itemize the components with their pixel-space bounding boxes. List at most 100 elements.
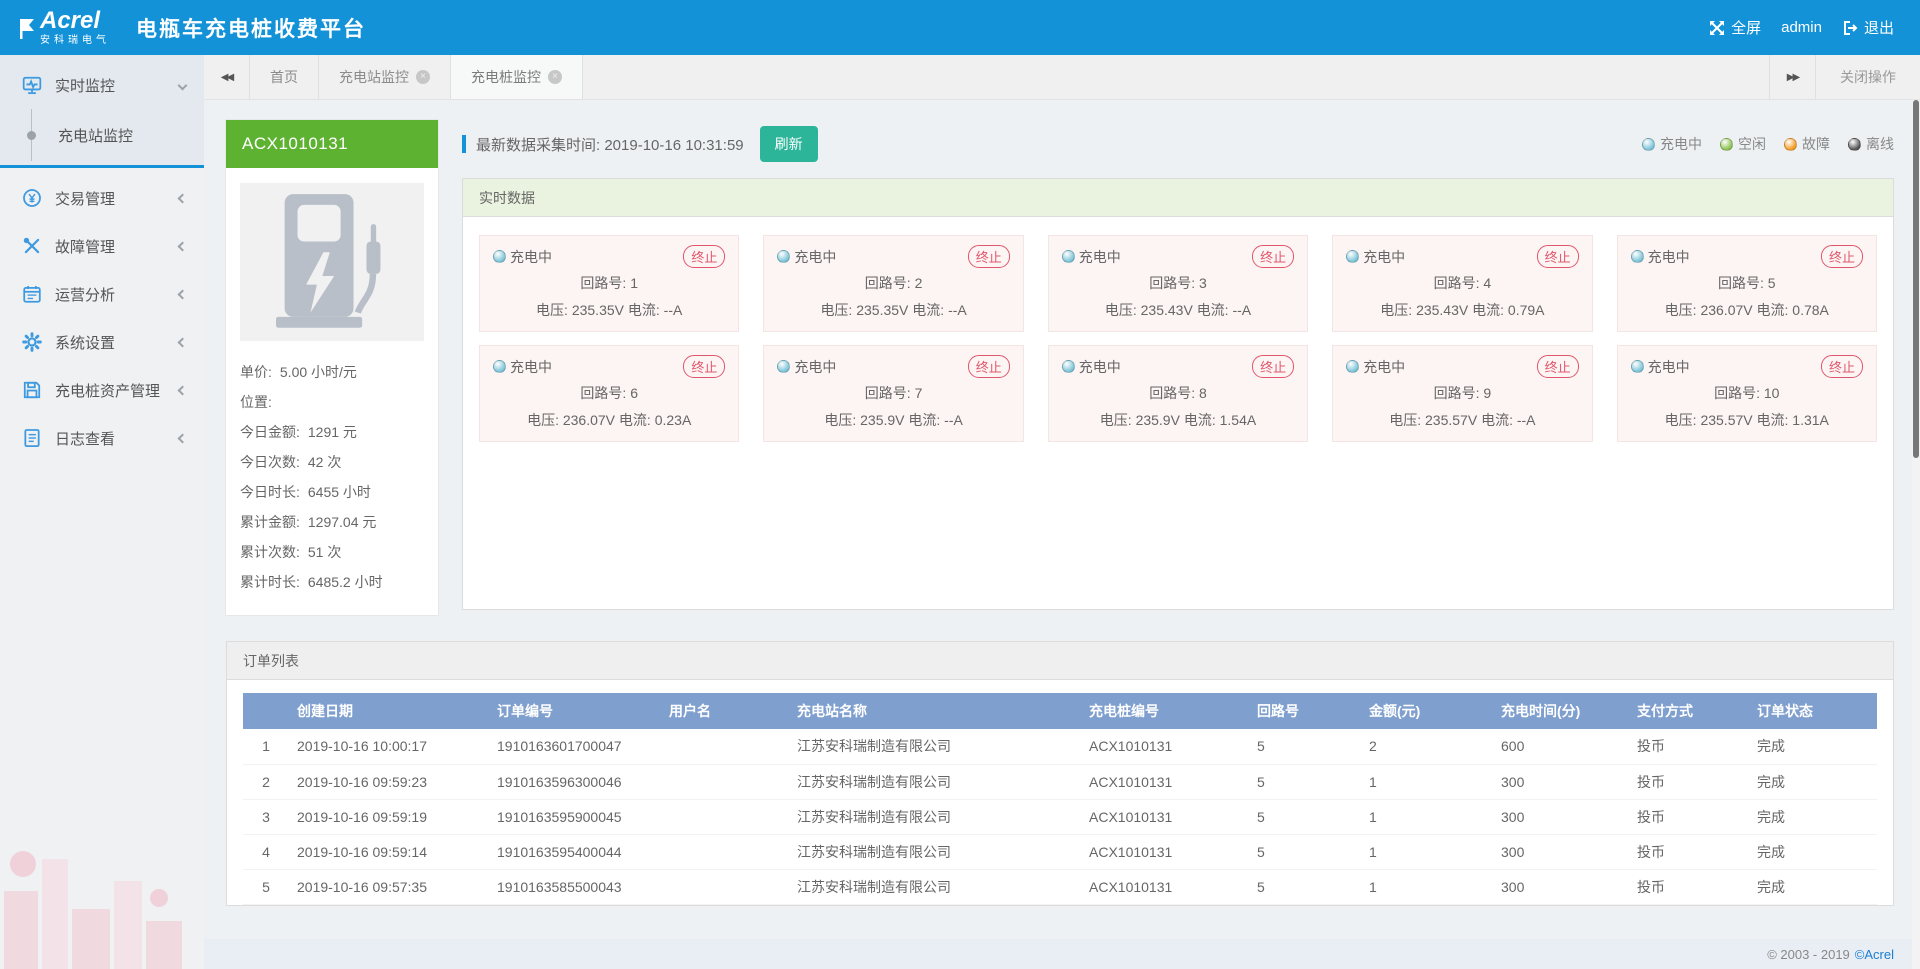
- tab-close-icon[interactable]: ×: [548, 70, 562, 84]
- legend-label: 空闲: [1738, 134, 1766, 154]
- cell-charge-minutes: 300: [1493, 834, 1629, 869]
- realtime-data-panel: 实时数据 充电中 终止 回路号: 1 电压: 235.35V 电流: --A 充…: [462, 178, 1894, 610]
- current-value: 0.78A: [1792, 302, 1829, 318]
- station-stat-row: 今日金额: 1291 元: [240, 417, 424, 447]
- voltage-value: 235.57V: [1700, 412, 1752, 428]
- logout-button[interactable]: 退出: [1842, 17, 1894, 38]
- circuit-status-label: 充电中: [794, 247, 836, 267]
- circuit-card: 充电中 终止 回路号: 3 电压: 235.43V 电流: --A: [1048, 235, 1308, 332]
- col-order-status: 订单状态: [1749, 693, 1877, 729]
- current-value: --A: [1517, 412, 1536, 428]
- tabs-scroll-right-button[interactable]: ▶▶: [1769, 55, 1815, 99]
- voltage-value: 235.43V: [1416, 302, 1468, 318]
- collect-time-value: 2019-10-16 10:31:59: [604, 137, 743, 154]
- current-value: --A: [948, 302, 967, 318]
- cell-order-status: 完成: [1749, 834, 1877, 869]
- station-stat-row: 累计金额: 1297.04 元: [240, 507, 424, 537]
- legend-item: 充电中: [1642, 134, 1702, 154]
- current-label: 电流:: [1757, 302, 1789, 318]
- cell-order-status: 完成: [1749, 764, 1877, 799]
- cell-created: 2019-10-16 09:59:14: [289, 834, 489, 869]
- stat-label: 单价:: [240, 357, 272, 387]
- voltage-label: 电压:: [1389, 412, 1421, 428]
- brand-link[interactable]: ©Acrel: [1855, 947, 1894, 962]
- tab-label: 充电桩监控: [471, 67, 541, 87]
- col-charge-minutes: 充电时间(分): [1493, 693, 1629, 729]
- cell-order-no: 1910163595900045: [489, 799, 661, 834]
- voltage-value: 236.07V: [1700, 302, 1752, 318]
- cell-index: 1: [243, 729, 289, 764]
- circuit-no-value: 1: [630, 275, 638, 291]
- terminate-button[interactable]: 终止: [1821, 355, 1863, 378]
- stat-value: 1291 元: [308, 417, 357, 447]
- sidebar: 实时监控 充电站监控 交易管理: [0, 55, 204, 969]
- tabs-scroll-left-button[interactable]: ◀◀: [204, 55, 250, 99]
- sidebar-item-label: 故障管理: [55, 236, 179, 257]
- chevron-left-icon: [178, 385, 188, 395]
- sidebar-subitem-station-monitor[interactable]: 充电站监控: [0, 109, 204, 161]
- terminate-button[interactable]: 终止: [968, 245, 1010, 268]
- tab-station-monitor[interactable]: 充电站监控 ×: [319, 55, 451, 99]
- current-label: 电流:: [1184, 412, 1216, 428]
- terminate-button[interactable]: 终止: [1537, 355, 1579, 378]
- scrollbar-thumb[interactable]: [1913, 100, 1919, 458]
- table-row: 4 2019-10-16 09:59:14 1910163595400044 江…: [243, 834, 1877, 869]
- sidebar-item-faults[interactable]: 故障管理: [0, 222, 204, 270]
- circuit-card: 充电中 终止 回路号: 8 电压: 235.9V 电流: 1.54A: [1048, 345, 1308, 442]
- circuit-no-label: 回路号:: [865, 385, 911, 401]
- sidebar-item-settings[interactable]: 系统设置: [0, 318, 204, 366]
- current-label: 电流:: [1757, 412, 1789, 428]
- refresh-button[interactable]: 刷新: [760, 126, 818, 162]
- cell-index: 2: [243, 764, 289, 799]
- col-created: 创建日期: [289, 693, 489, 729]
- voltage-label: 电压:: [536, 302, 568, 318]
- terminate-button[interactable]: 终止: [968, 355, 1010, 378]
- cell-pay-method: 投币: [1629, 764, 1749, 799]
- tab-home[interactable]: 首页: [250, 55, 319, 99]
- decorative-skyline: [0, 839, 204, 969]
- orders-table-header-row: 创建日期 订单编号 用户名 充电站名称 充电桩编号 回路号 金额(元) 充电时间…: [243, 693, 1877, 729]
- station-stat-row: 单价: 5.00 小时/元: [240, 357, 424, 387]
- terminate-button[interactable]: 终止: [1537, 245, 1579, 268]
- circuit-card: 充电中 终止 回路号: 7 电压: 235.9V 电流: --A: [763, 345, 1023, 442]
- log-file-icon: [22, 428, 42, 448]
- collect-time-row: 最新数据采集时间: 2019-10-16 10:31:59 刷新 充电中 空闲 …: [462, 126, 1894, 162]
- legend-status-dot: [1784, 138, 1797, 151]
- orders-panel: 订单列表 创建日期 订单编号: [226, 641, 1894, 906]
- sidebar-item-pile-assets[interactable]: 充电桩资产管理: [0, 366, 204, 414]
- chevron-down-icon: [178, 80, 188, 90]
- sidebar-item-analysis[interactable]: 运营分析: [0, 270, 204, 318]
- terminate-button[interactable]: 终止: [1252, 355, 1294, 378]
- voltage-label: 电压:: [1380, 302, 1412, 318]
- footer: © 2003 - 2019 ©Acrel: [204, 939, 1920, 969]
- charging-status-dot: [1346, 360, 1359, 373]
- sidebar-item-transactions[interactable]: 交易管理: [0, 174, 204, 222]
- stat-label: 今日时长:: [240, 477, 300, 507]
- gear-icon: [22, 332, 42, 352]
- stat-value: 5.00 小时/元: [280, 357, 357, 387]
- circuit-no-label: 回路号:: [1149, 385, 1195, 401]
- tab-pile-monitor[interactable]: 充电桩监控 ×: [451, 55, 583, 99]
- station-panel: ACX1010131: [226, 120, 438, 615]
- circuit-card: 充电中 终止 回路号: 5 电压: 236.07V 电流: 0.78A: [1617, 235, 1877, 332]
- cell-username: [661, 869, 789, 904]
- terminate-button[interactable]: 终止: [683, 245, 725, 268]
- sidebar-item-realtime-monitor[interactable]: 实时监控: [0, 61, 204, 109]
- close-operations-button[interactable]: 关闭操作: [1815, 55, 1920, 99]
- sidebar-item-logs[interactable]: 日志查看: [0, 414, 204, 462]
- content-area: ACX1010131: [204, 100, 1920, 939]
- terminate-button[interactable]: 终止: [1252, 245, 1294, 268]
- tab-close-icon[interactable]: ×: [416, 70, 430, 84]
- chevron-left-icon: [178, 337, 188, 347]
- voltage-label: 电压:: [1665, 302, 1697, 318]
- terminate-button[interactable]: 终止: [683, 355, 725, 378]
- terminate-button[interactable]: 终止: [1821, 245, 1863, 268]
- current-label: 电流:: [1481, 412, 1513, 428]
- legend-item: 空闲: [1720, 134, 1766, 154]
- legend-item: 故障: [1784, 134, 1830, 154]
- username[interactable]: admin: [1781, 19, 1822, 36]
- fullscreen-button[interactable]: 全屏: [1709, 17, 1761, 38]
- timeline-dot-icon: [27, 131, 36, 140]
- fullscreen-label: 全屏: [1731, 17, 1761, 38]
- cell-charge-minutes: 300: [1493, 799, 1629, 834]
